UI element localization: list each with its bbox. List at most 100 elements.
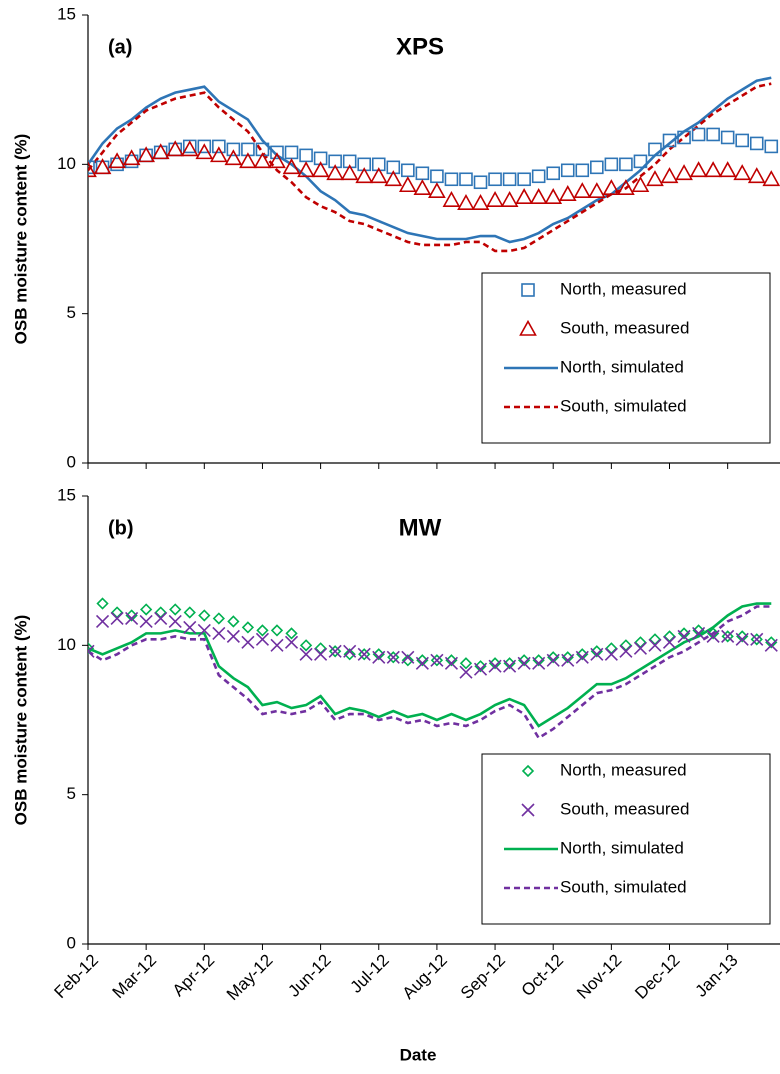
legend-label: North, simulated bbox=[560, 838, 684, 857]
legend-marker bbox=[521, 803, 535, 817]
x-tick-label: Jan-13 bbox=[691, 951, 741, 1001]
y-tick-label: 15 bbox=[57, 4, 76, 23]
marker-square bbox=[575, 163, 590, 178]
marker-x bbox=[706, 629, 720, 643]
marker-diamond bbox=[387, 651, 400, 664]
marker-diamond bbox=[227, 615, 240, 628]
chart-title: XPS bbox=[396, 33, 444, 60]
marker-x bbox=[735, 632, 749, 646]
plot-area bbox=[88, 76, 780, 253]
marker-square bbox=[197, 139, 212, 154]
marker-diamond bbox=[474, 660, 487, 673]
marker-square bbox=[212, 139, 226, 154]
marker-x bbox=[430, 653, 444, 667]
marker-x bbox=[575, 650, 589, 664]
series-line bbox=[88, 82, 772, 253]
marker-x bbox=[503, 659, 517, 673]
marker-x bbox=[662, 635, 677, 649]
marker-triangle bbox=[529, 188, 548, 204]
marker-diamond bbox=[358, 648, 371, 661]
marker-x bbox=[619, 644, 633, 658]
x-tick-label: Feb-12 bbox=[50, 951, 102, 1003]
marker-diamond bbox=[270, 624, 284, 637]
marker-triangle bbox=[93, 158, 112, 175]
marker-x bbox=[241, 635, 255, 649]
marker-triangle bbox=[515, 188, 533, 204]
marker-x bbox=[401, 650, 415, 664]
marker-diamond bbox=[459, 657, 473, 670]
marker-square bbox=[459, 172, 473, 187]
marker-square bbox=[415, 166, 430, 181]
marker-square bbox=[691, 127, 706, 142]
legend-box bbox=[481, 753, 771, 925]
marker-square bbox=[284, 145, 299, 160]
marker-diamond bbox=[401, 654, 414, 667]
marker-x bbox=[459, 665, 473, 679]
marker-x bbox=[750, 632, 764, 646]
marker-diamond bbox=[532, 654, 545, 667]
legend-label: South, simulated bbox=[560, 396, 687, 415]
marker-x bbox=[633, 641, 648, 655]
marker-x bbox=[226, 629, 240, 643]
marker-triangle bbox=[413, 179, 432, 196]
marker-diamond bbox=[430, 654, 444, 667]
marker-square bbox=[662, 133, 677, 148]
marker-triangle bbox=[689, 161, 708, 178]
marker-square bbox=[590, 160, 604, 175]
marker-square bbox=[706, 127, 720, 142]
marker-square bbox=[502, 172, 517, 187]
marker-triangle bbox=[544, 188, 563, 204]
marker-x bbox=[197, 623, 211, 637]
marker-diamond bbox=[561, 651, 574, 664]
marker-diamond bbox=[140, 603, 153, 616]
marker-diamond bbox=[241, 621, 255, 634]
marker-x bbox=[343, 644, 357, 658]
series-line bbox=[88, 76, 772, 244]
marker-triangle bbox=[355, 167, 374, 184]
marker-diamond bbox=[88, 642, 95, 655]
marker-triangle bbox=[617, 179, 635, 196]
marker-triangle bbox=[675, 164, 693, 181]
marker-x bbox=[764, 638, 778, 652]
marker-triangle bbox=[195, 143, 214, 160]
marker-triangle bbox=[369, 167, 388, 184]
x-tick-label: Jul-12 bbox=[347, 951, 393, 997]
marker-x bbox=[357, 647, 371, 661]
legend-box bbox=[481, 272, 771, 444]
marker-triangle bbox=[398, 176, 417, 193]
marker-x bbox=[284, 635, 299, 649]
marker-triangle bbox=[268, 152, 286, 169]
panel-label: (a) bbox=[108, 36, 132, 58]
marker-x bbox=[95, 614, 110, 629]
marker-diamond bbox=[329, 645, 342, 658]
marker-square bbox=[720, 130, 735, 145]
marker-x bbox=[139, 614, 153, 629]
marker-x bbox=[546, 653, 560, 667]
marker-diamond bbox=[416, 654, 429, 667]
marker-square bbox=[764, 139, 779, 154]
marker-diamond bbox=[285, 627, 298, 640]
x-tick-label: Oct-12 bbox=[518, 951, 568, 1001]
marker-x bbox=[110, 611, 124, 626]
marker-diamond bbox=[488, 657, 502, 670]
marker-triangle bbox=[239, 152, 257, 169]
marker-triangle bbox=[457, 194, 475, 210]
marker-square bbox=[444, 172, 459, 187]
marker-x bbox=[473, 662, 488, 676]
marker-triangle bbox=[166, 140, 185, 157]
marker-diamond bbox=[706, 627, 720, 640]
marker-x bbox=[168, 614, 182, 629]
marker-triangle bbox=[660, 167, 679, 184]
marker-x bbox=[561, 653, 575, 667]
marker-square bbox=[633, 154, 648, 169]
marker-triangle bbox=[500, 191, 519, 207]
marker-square bbox=[473, 175, 488, 190]
marker-diamond bbox=[198, 609, 211, 622]
marker-x bbox=[372, 650, 386, 664]
marker-square bbox=[517, 172, 531, 187]
y-tick-label: 0 bbox=[67, 452, 76, 471]
marker-triangle bbox=[88, 161, 97, 178]
marker-diamond bbox=[736, 630, 749, 643]
